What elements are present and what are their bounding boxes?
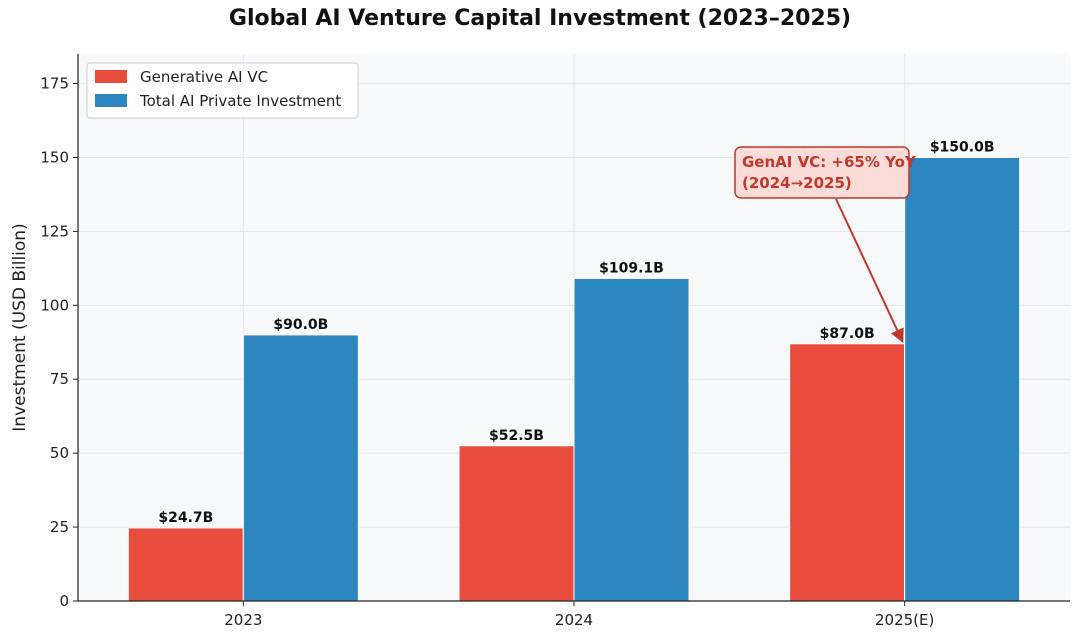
- bar-total-ai-investment: [904, 156, 1021, 602]
- y-tick-label: 125: [40, 222, 69, 240]
- data-label: $90.0B: [273, 317, 328, 333]
- y-tick-label: 25: [50, 518, 69, 536]
- legend: Generative AI VC Total AI Private Investm…: [86, 62, 359, 119]
- y-tick-label: 150: [40, 148, 69, 166]
- y-tick-label: 100: [40, 296, 69, 314]
- bar-total-ai-investment: [573, 277, 690, 602]
- bar-total-ai-investment: [242, 334, 359, 602]
- y-tick-label: 75: [50, 370, 69, 388]
- y-tick-label: 0: [59, 592, 69, 610]
- tick-labels: 0 25 50 75 100 125 150 175 2023 2024 2025(E): [40, 75, 934, 629]
- y-tick-label: 50: [50, 444, 69, 462]
- data-labels: $24.7B $90.0B $52.5B $109.1B $87.0B $150.0B: [158, 139, 994, 525]
- x-tick-label: 2024: [555, 611, 593, 629]
- x-tick-label: 2023: [224, 611, 262, 629]
- annotation-arrow: [835, 198, 904, 344]
- data-label: $109.1B: [599, 260, 664, 276]
- chart-title: Global AI Venture Capital Investment (20…: [228, 6, 852, 31]
- x-tick-label: 2025(E): [875, 611, 934, 629]
- bar-generative-ai-vc: [458, 445, 575, 602]
- legend-swatch: [95, 70, 127, 83]
- y-tick-label: 175: [40, 75, 69, 93]
- data-label: $24.7B: [158, 510, 213, 526]
- data-label: $87.0B: [820, 326, 875, 342]
- annotation-box: [734, 146, 910, 199]
- y-axis-label: Investment (USD Billion): [10, 223, 30, 431]
- annotation: GenAI VC: +65% YoY (2024→2025): [734, 146, 917, 344]
- legend-label: Total AI Private Investment: [139, 92, 341, 110]
- data-label: $150.0B: [930, 139, 995, 155]
- annotation-text: GenAI VC: +65% YoY: [742, 153, 917, 171]
- legend-box: [86, 62, 359, 119]
- data-label: $52.5B: [489, 428, 544, 444]
- bar-generative-ai-vc: [789, 343, 906, 602]
- legend-label: Generative AI VC: [140, 68, 268, 86]
- annotation-text: (2024→2025): [742, 174, 852, 192]
- bar-generative-ai-vc: [127, 527, 244, 602]
- bars: [127, 156, 1021, 602]
- legend-swatch: [95, 94, 127, 107]
